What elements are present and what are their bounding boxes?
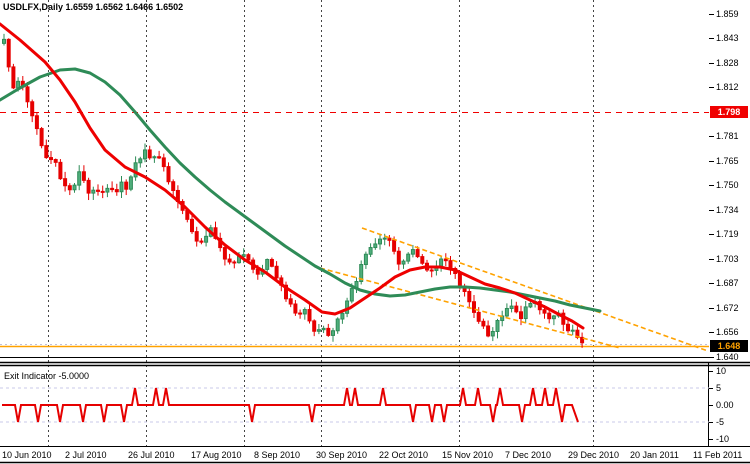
date-label: 15 Nov 2010	[442, 450, 494, 460]
price-axis-label: 1.687	[716, 278, 739, 288]
ma-slow-line	[0, 67, 602, 313]
price-axis-label: 1.656	[716, 327, 739, 337]
chart-title: USDLFX,Daily 1.6559 1.6562 1.6466 1.6502	[3, 2, 184, 12]
price-axis-label: 1.750	[716, 180, 739, 190]
date-label: 29 Dec 2010	[568, 450, 620, 460]
date-label: 17 Aug 2010	[191, 450, 242, 460]
indicator-label: Exit Indicator -5.0000	[4, 371, 90, 381]
price-axis-label: 1.781	[716, 131, 739, 141]
date-label: 10 Jun 2010	[2, 450, 52, 460]
indicator-line	[2, 387, 579, 423]
price-axis-label: 1.734	[716, 205, 739, 215]
date-label: 11 Feb 2011	[693, 450, 743, 460]
price-axis-label: 1.703	[716, 254, 739, 264]
indicator-plot[interactable]	[0, 387, 709, 423]
trendline-upper[interactable]	[361, 227, 709, 352]
date-label: 8 Sep 2010	[254, 450, 301, 460]
date-label: 2 Jul 2010	[65, 450, 107, 460]
price-axis-label: 1.640	[716, 352, 739, 362]
price-axis-label: 1.859	[716, 9, 739, 19]
candles-series	[2, 33, 585, 348]
indicator-axis-label: -10	[716, 434, 730, 444]
price-axis-label: 1.812	[716, 82, 739, 92]
trendline-lower[interactable]	[319, 267, 621, 349]
indicator-axis-label: 0.00	[716, 400, 734, 410]
date-label: 22 Oct 2010	[379, 450, 429, 460]
price-axis-label: 1.719	[716, 229, 739, 239]
price-axis-label: 1.843	[716, 33, 739, 43]
price-level-tag: 1.798	[710, 106, 748, 118]
price-axis-label: 1.765	[716, 156, 739, 166]
date-label: 20 Jan 2011	[630, 450, 679, 460]
date-label: 7 Dec 2010	[505, 450, 552, 460]
date-label: 30 Sep 2010	[316, 450, 368, 460]
indicator-axis-label: -5	[716, 417, 725, 427]
price-axis-label: 1.672	[716, 303, 739, 313]
indicator-axis-label: 10	[716, 366, 727, 376]
price-axis-label: 1.828	[716, 58, 739, 68]
main-chart-plot[interactable]	[0, 22, 709, 358]
date-label: 26 Jul 2010	[128, 450, 175, 460]
price-level-tag: 1.648	[710, 340, 748, 352]
indicator-axis-label: 5	[716, 383, 722, 393]
ma-fast-line	[0, 22, 585, 330]
